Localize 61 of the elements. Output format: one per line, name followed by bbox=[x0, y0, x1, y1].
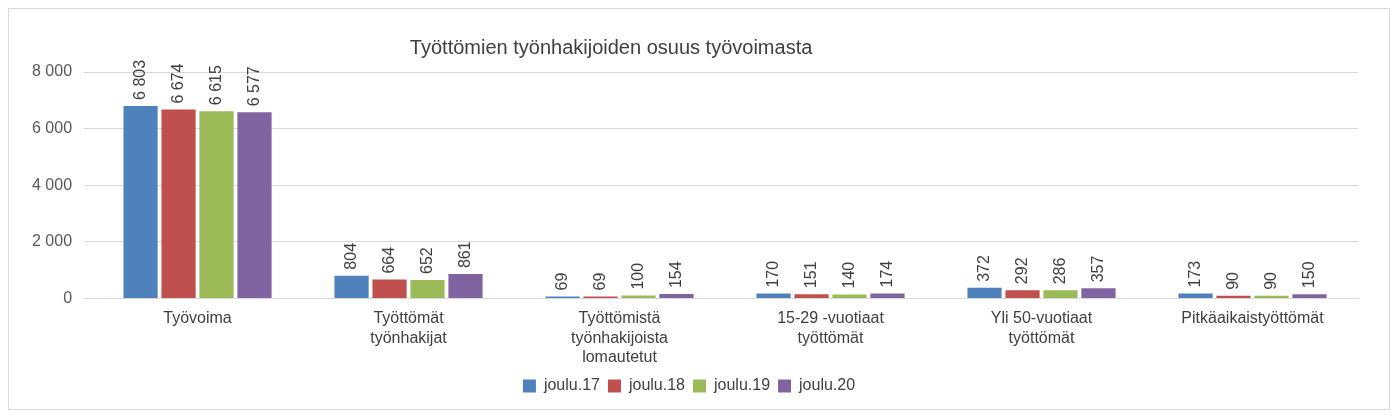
y-tick-label: 6 000 bbox=[31, 119, 73, 137]
x-tick-label: Yli 50-vuotiaat työttömät bbox=[990, 309, 1093, 346]
data-label: 69 bbox=[552, 272, 570, 291]
data-label: 6 803 bbox=[130, 59, 148, 100]
bar bbox=[1292, 294, 1327, 298]
x-tick-label: Työttömistä työnhakijoista lomautetut bbox=[571, 309, 669, 365]
legend-label: joulu.19 bbox=[713, 376, 771, 394]
bar bbox=[237, 112, 272, 298]
bar bbox=[1216, 295, 1251, 298]
data-label: 372 bbox=[974, 255, 992, 282]
x-tick-label: 15-29 -vuotiaat työttömät bbox=[777, 309, 885, 346]
bar bbox=[1081, 288, 1116, 298]
legend-label: joulu.18 bbox=[627, 376, 686, 394]
bar bbox=[123, 105, 158, 298]
bar bbox=[448, 274, 483, 298]
data-label: 174 bbox=[877, 260, 895, 288]
data-label: 90 bbox=[1223, 271, 1241, 290]
data-label: 292 bbox=[1012, 257, 1030, 285]
data-label: 286 bbox=[1050, 257, 1068, 285]
data-label: 90 bbox=[1261, 271, 1279, 290]
y-tick-label: 2 000 bbox=[31, 232, 73, 250]
bar bbox=[794, 294, 829, 298]
legend-label: joulu.17 bbox=[542, 376, 601, 394]
bar bbox=[410, 279, 445, 298]
bar bbox=[1178, 293, 1213, 298]
bar bbox=[372, 279, 407, 298]
legend-label: joulu.20 bbox=[798, 376, 856, 394]
data-label: 664 bbox=[379, 246, 397, 274]
data-label: 861 bbox=[455, 241, 473, 269]
x-tick-label: Työvoima bbox=[163, 309, 232, 327]
data-label: 6 615 bbox=[206, 65, 224, 106]
x-tick-label: Pitkäaikaistyöttömät bbox=[1181, 309, 1325, 327]
bar bbox=[334, 275, 369, 298]
bar bbox=[659, 294, 694, 298]
bar bbox=[967, 287, 1002, 298]
data-label: 173 bbox=[1185, 260, 1203, 288]
data-label: 357 bbox=[1088, 255, 1106, 283]
bar bbox=[756, 293, 791, 298]
data-label: 100 bbox=[628, 262, 646, 290]
bar bbox=[832, 294, 867, 298]
data-label: 804 bbox=[341, 242, 359, 270]
bar bbox=[1254, 295, 1289, 298]
bar bbox=[1005, 290, 1040, 298]
y-tick-label: 8 000 bbox=[31, 62, 73, 80]
data-label: 69 bbox=[590, 272, 608, 291]
data-label: 6 577 bbox=[244, 66, 262, 107]
chart-title: Työttömien työnhakijoiden osuus työvoimasta bbox=[409, 35, 814, 58]
data-label: 140 bbox=[839, 261, 857, 289]
y-tick-label: 4 000 bbox=[31, 175, 73, 193]
y-tick-label: 0 bbox=[63, 288, 73, 306]
bar bbox=[1043, 290, 1078, 298]
bar bbox=[161, 109, 196, 298]
x-tick-label: Työttömät työnhakijat bbox=[370, 309, 448, 346]
data-label: 6 674 bbox=[168, 63, 186, 104]
data-label: 154 bbox=[666, 261, 684, 289]
data-label: 652 bbox=[417, 247, 435, 274]
data-label: 170 bbox=[763, 260, 781, 288]
bar bbox=[870, 293, 905, 298]
data-label: 151 bbox=[801, 261, 819, 289]
bar bbox=[199, 111, 234, 298]
data-label: 150 bbox=[1299, 261, 1317, 289]
